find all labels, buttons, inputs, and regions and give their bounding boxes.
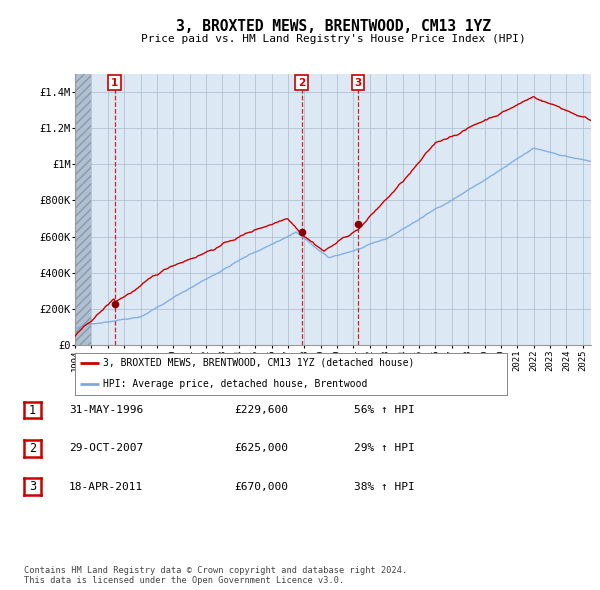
Text: 3, BROXTED MEWS, BRENTWOOD, CM13 1YZ: 3, BROXTED MEWS, BRENTWOOD, CM13 1YZ bbox=[176, 19, 491, 34]
Text: HPI: Average price, detached house, Brentwood: HPI: Average price, detached house, Bren… bbox=[103, 379, 367, 389]
Text: 2: 2 bbox=[298, 78, 305, 88]
Text: 29-OCT-2007: 29-OCT-2007 bbox=[69, 444, 143, 453]
Text: 38% ↑ HPI: 38% ↑ HPI bbox=[354, 482, 415, 491]
Text: 1: 1 bbox=[29, 404, 36, 417]
Text: 2: 2 bbox=[29, 442, 36, 455]
Bar bbox=[75, 74, 91, 345]
Text: 18-APR-2011: 18-APR-2011 bbox=[69, 482, 143, 491]
Text: Price paid vs. HM Land Registry's House Price Index (HPI): Price paid vs. HM Land Registry's House … bbox=[140, 34, 526, 44]
Text: 3: 3 bbox=[29, 480, 36, 493]
Text: 56% ↑ HPI: 56% ↑ HPI bbox=[354, 405, 415, 415]
Text: 3: 3 bbox=[355, 78, 362, 88]
Text: £670,000: £670,000 bbox=[234, 482, 288, 491]
Text: 1: 1 bbox=[111, 78, 118, 88]
Text: 29% ↑ HPI: 29% ↑ HPI bbox=[354, 444, 415, 453]
Text: 3, BROXTED MEWS, BRENTWOOD, CM13 1YZ (detached house): 3, BROXTED MEWS, BRENTWOOD, CM13 1YZ (de… bbox=[103, 358, 415, 368]
Text: Contains HM Land Registry data © Crown copyright and database right 2024.
This d: Contains HM Land Registry data © Crown c… bbox=[24, 566, 407, 585]
Text: 31-MAY-1996: 31-MAY-1996 bbox=[69, 405, 143, 415]
Text: £229,600: £229,600 bbox=[234, 405, 288, 415]
Text: £625,000: £625,000 bbox=[234, 444, 288, 453]
